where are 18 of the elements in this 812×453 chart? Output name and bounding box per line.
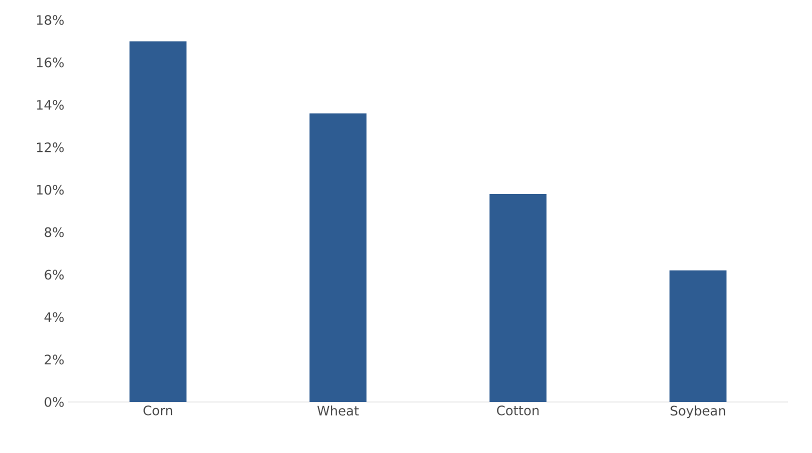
y-tick-label: 6% bbox=[44, 270, 64, 280]
bar bbox=[490, 194, 546, 402]
y-tick-label: 16% bbox=[37, 58, 64, 68]
y-tick-label: 8% bbox=[44, 227, 64, 238]
y-tick-label: 0% bbox=[44, 397, 64, 407]
x-tick-label: Cotton bbox=[497, 406, 539, 416]
y-tick-label: 12% bbox=[37, 142, 64, 152]
y-tick-label: 4% bbox=[44, 312, 64, 322]
y-tick-label: 2% bbox=[44, 354, 64, 364]
bar bbox=[670, 270, 726, 402]
x-tick-label: Wheat bbox=[317, 406, 359, 416]
x-tick-label: Corn bbox=[144, 406, 172, 416]
bar bbox=[130, 41, 186, 402]
bar bbox=[310, 113, 366, 402]
y-tick-label: 14% bbox=[37, 100, 64, 110]
x-tick-label: Soybean bbox=[670, 406, 726, 418]
y-tick-label: 10% bbox=[37, 184, 64, 195]
y-tick-label: 18% bbox=[37, 15, 64, 25]
